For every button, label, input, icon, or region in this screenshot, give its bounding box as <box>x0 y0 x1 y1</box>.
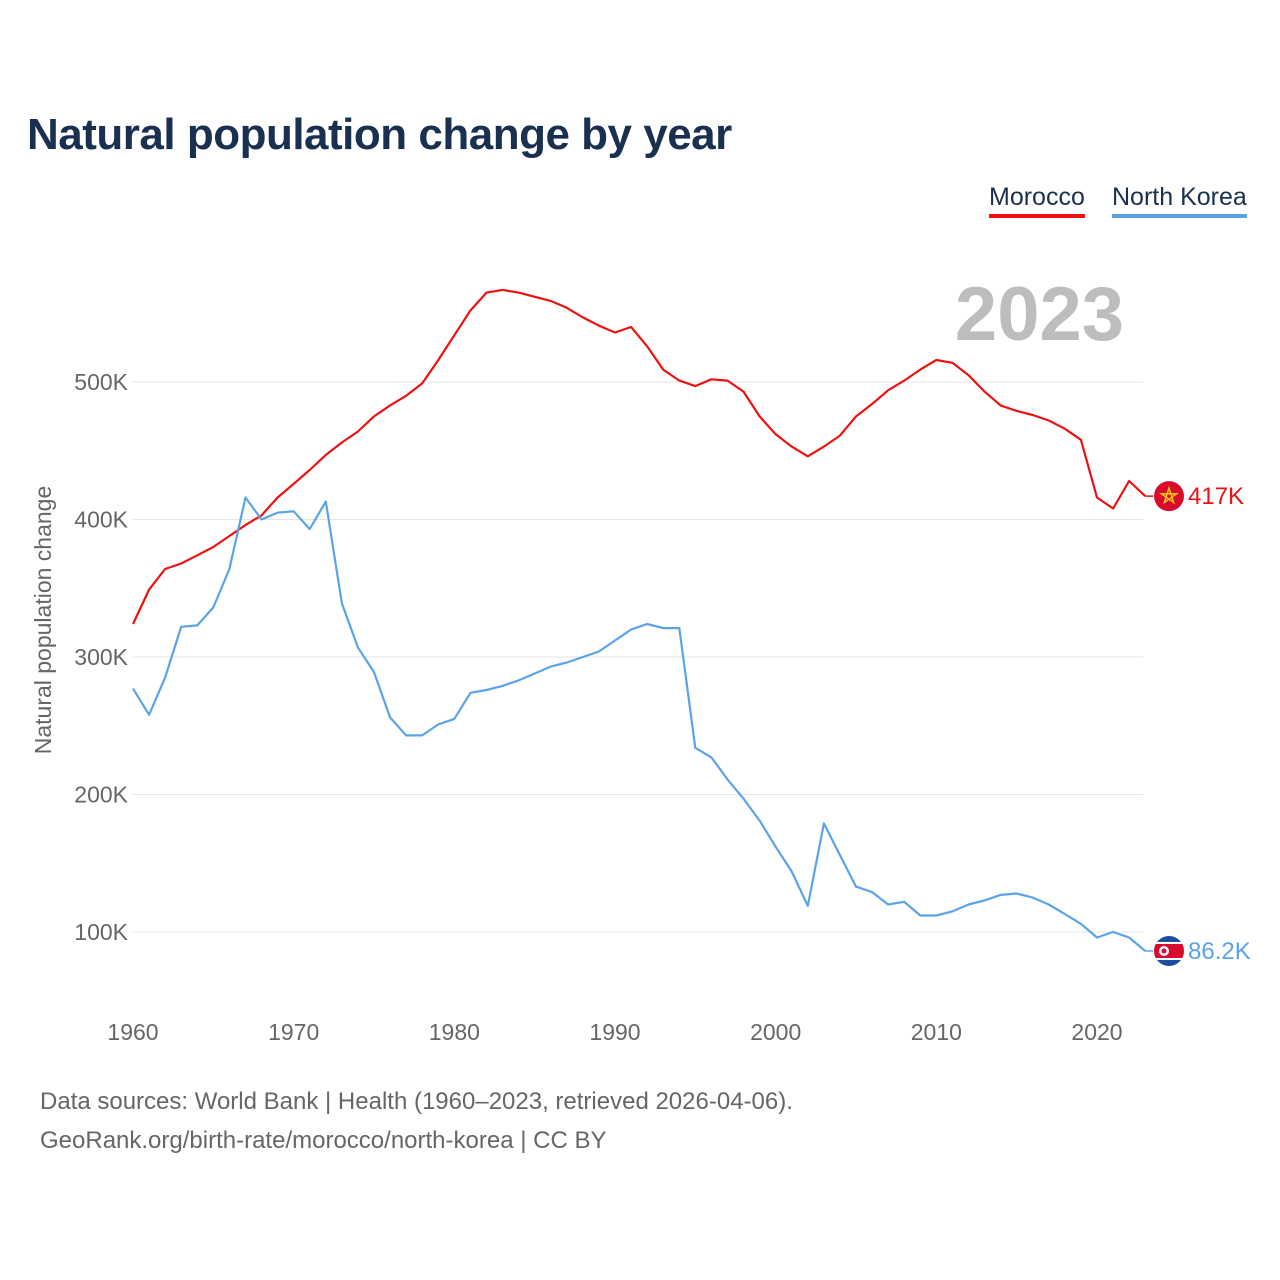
y-axis-label: Natural population change <box>30 486 56 755</box>
y-tick-label: 300K <box>74 644 128 670</box>
legend-item-north-korea[interactable]: North Korea <box>1112 183 1247 218</box>
x-tick-label: 2010 <box>911 1019 962 1045</box>
series-line-north-korea <box>132 496 1146 952</box>
north-korea-flag-icon <box>1154 935 1184 966</box>
year-watermark: 2023 <box>955 272 1124 357</box>
y-tick-label: 200K <box>74 782 128 808</box>
x-tick-label: 2000 <box>750 1019 801 1045</box>
legend-item-morocco[interactable]: Morocco <box>989 183 1085 218</box>
morocco-flag-icon <box>1154 481 1184 512</box>
x-tick-label: 1970 <box>268 1019 319 1045</box>
data-sources: Data sources: World Bank | Health (1960–… <box>40 1088 793 1115</box>
y-tick-label: 500K <box>74 369 128 395</box>
end-value-label: 417K <box>1188 483 1244 510</box>
x-tick-label: 1960 <box>107 1019 158 1045</box>
chart-title: Natural population change by year <box>27 110 732 159</box>
y-tick-label: 400K <box>74 507 128 533</box>
x-tick-label: 1990 <box>589 1019 640 1045</box>
credit-link[interactable]: GeoRank.org/birth-rate/morocco/north-kor… <box>40 1127 607 1154</box>
x-tick-label: 1980 <box>429 1019 480 1045</box>
series-line-morocco <box>132 288 1146 625</box>
end-value-label: 86.2K <box>1188 938 1251 965</box>
y-tick-label: 100K <box>74 919 128 945</box>
x-tick-label: 2020 <box>1071 1019 1122 1045</box>
